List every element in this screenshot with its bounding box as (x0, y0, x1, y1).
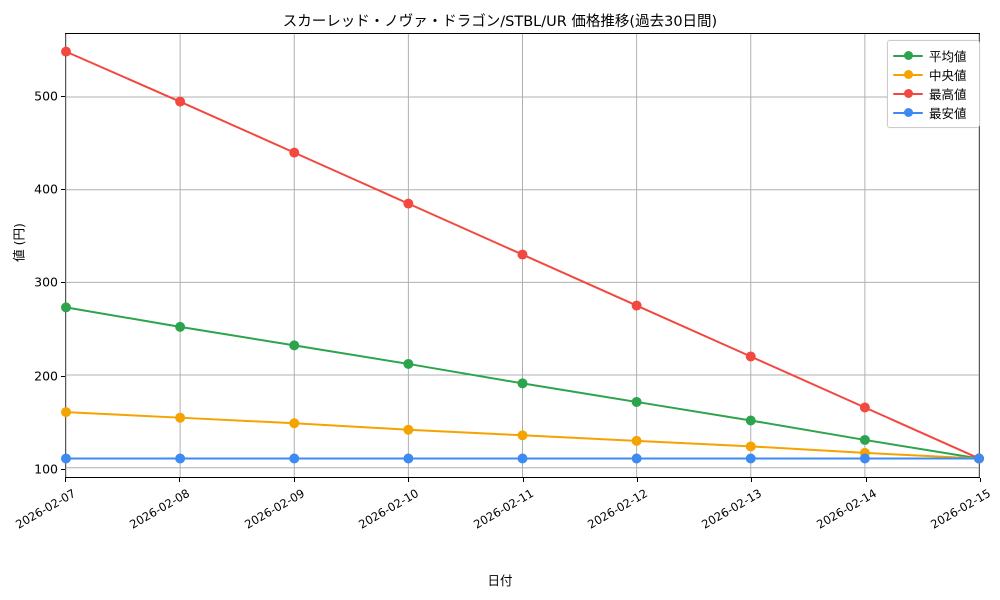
series-data-point (631, 453, 642, 464)
x-axis-tick-label: 2026-02-07 (13, 486, 78, 532)
plot-area (61, 33, 984, 478)
series-data-point (859, 434, 870, 445)
x-axis-tick-mark (865, 478, 867, 482)
legend-item-label: 平均値 (929, 49, 967, 64)
y-axis-tick-label: 500 (34, 88, 58, 104)
grid-lines (65, 34, 980, 477)
chart-legend: 平均値中央値最高値最安値 (887, 40, 980, 128)
y-axis-tick-label: 200 (34, 368, 58, 384)
y-axis-tick-mark (61, 468, 65, 470)
series-data-point (403, 424, 414, 435)
y-axis-tick-label: 300 (34, 274, 58, 290)
legend-marker-icon (893, 88, 923, 100)
x-axis-tick-mark (293, 478, 295, 482)
series-data-point (61, 407, 71, 418)
legend-item[interactable]: 中央値 (893, 65, 973, 84)
series-data-point (403, 198, 414, 209)
y-axis-tick-mark (61, 189, 65, 191)
x-axis-tick-mark (65, 478, 66, 482)
x-axis-tick-mark (636, 478, 638, 482)
series-data-point (517, 378, 528, 389)
series-data-point (631, 300, 642, 311)
series-data-point (517, 430, 528, 441)
y-axis-tick-mark (61, 96, 65, 98)
y-axis-tick-label: 400 (34, 181, 58, 197)
series-data-point (517, 249, 528, 260)
x-axis-tick-mark (980, 478, 981, 482)
series-data-point (175, 412, 186, 423)
x-axis-tick-label: 2026-02-10 (356, 486, 422, 532)
legend-item[interactable]: 最安値 (893, 103, 973, 122)
series-data-point (289, 340, 300, 351)
x-axis-tick-label: 2026-02-12 (584, 486, 650, 532)
series-data-point (631, 435, 642, 446)
x-axis-tick-mark (179, 478, 181, 482)
x-axis-label: 日付 (487, 573, 513, 588)
legend-item-label: 中央値 (929, 68, 967, 83)
x-axis-tick-mark (408, 478, 410, 482)
x-axis-tick-label: 2026-02-08 (127, 486, 193, 532)
series-data-point (745, 351, 756, 362)
x-axis-tick-label: 2026-02-11 (470, 486, 536, 532)
x-axis-tick-label: 2026-02-09 (241, 486, 307, 532)
series-data-point (61, 302, 71, 313)
series-data-point (745, 441, 756, 452)
y-axis-tick-mark (61, 282, 65, 284)
series-data-point (859, 402, 870, 413)
series-data-point (631, 396, 642, 407)
x-axis-tick-mark (751, 478, 753, 482)
y-axis-label: 値 (円) (11, 223, 27, 262)
x-axis-tick-mark (522, 478, 524, 482)
legend-item-label: 最高値 (929, 87, 967, 102)
series-data-point (61, 453, 71, 464)
series-data-point (403, 453, 414, 464)
legend-item-label: 最安値 (929, 106, 967, 121)
legend-marker-icon (893, 50, 923, 62)
x-axis-tick-label: 2026-02-15 (928, 486, 993, 532)
series-data-point (289, 147, 300, 158)
series-data-point (403, 358, 414, 369)
legend-marker-icon (893, 69, 923, 81)
x-axis-tick-label: 2026-02-14 (813, 486, 879, 532)
data-series-layer (61, 46, 984, 464)
y-axis-tick-mark (61, 375, 65, 377)
series-data-point (289, 453, 300, 464)
series-data-point (745, 453, 756, 464)
series-data-point (175, 453, 186, 464)
series-data-point (745, 415, 756, 426)
x-axis-tick-label: 2026-02-13 (699, 486, 765, 532)
legend-item[interactable]: 最高値 (893, 84, 973, 103)
series-data-point (175, 321, 186, 332)
series-data-point (61, 46, 71, 57)
chart-title: スカーレッド・ノヴァ・ドラゴン/STBL/UR 価格推移(過去30日間) (282, 14, 718, 30)
series-data-point (289, 418, 300, 429)
legend-item[interactable]: 平均値 (893, 46, 973, 65)
y-axis-tick-label: 100 (34, 461, 58, 477)
series-data-point (517, 453, 528, 464)
y-axis-tick-labels: 100 200 300 400 500 (10, 33, 58, 478)
series-data-point (175, 96, 186, 107)
series-data-point (974, 453, 984, 464)
legend-marker-icon (893, 107, 923, 119)
series-data-point (859, 453, 870, 464)
